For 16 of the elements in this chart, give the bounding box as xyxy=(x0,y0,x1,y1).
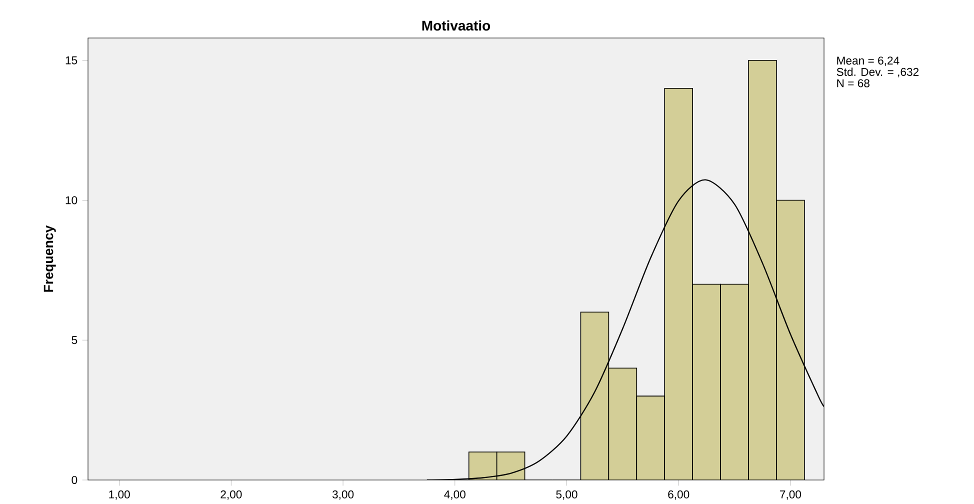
x-tick-label: 4,00 xyxy=(444,490,466,500)
text: Mean = 6,24 xyxy=(837,56,900,66)
y-axis-title: Frequency xyxy=(44,225,56,292)
y-tick-label: 0 xyxy=(72,476,78,484)
x-tick-label: 5,00 xyxy=(556,490,578,500)
y-tick-label: 10 xyxy=(66,196,78,204)
x-tick-label: 3,00 xyxy=(332,490,354,500)
x-tick-label: 6,00 xyxy=(668,490,690,500)
x-tick-label: 2,00 xyxy=(220,490,242,500)
text: N = 68 xyxy=(837,79,870,88)
y-tick-label: 15 xyxy=(66,56,78,64)
chart-title: Motivaatio xyxy=(422,20,490,31)
y-tick-label: 5 xyxy=(72,336,78,344)
x-tick-label: 1,00 xyxy=(109,490,130,500)
text: Std. Dev. = ,632 xyxy=(836,68,919,78)
x-tick-label: 7,00 xyxy=(780,490,802,500)
